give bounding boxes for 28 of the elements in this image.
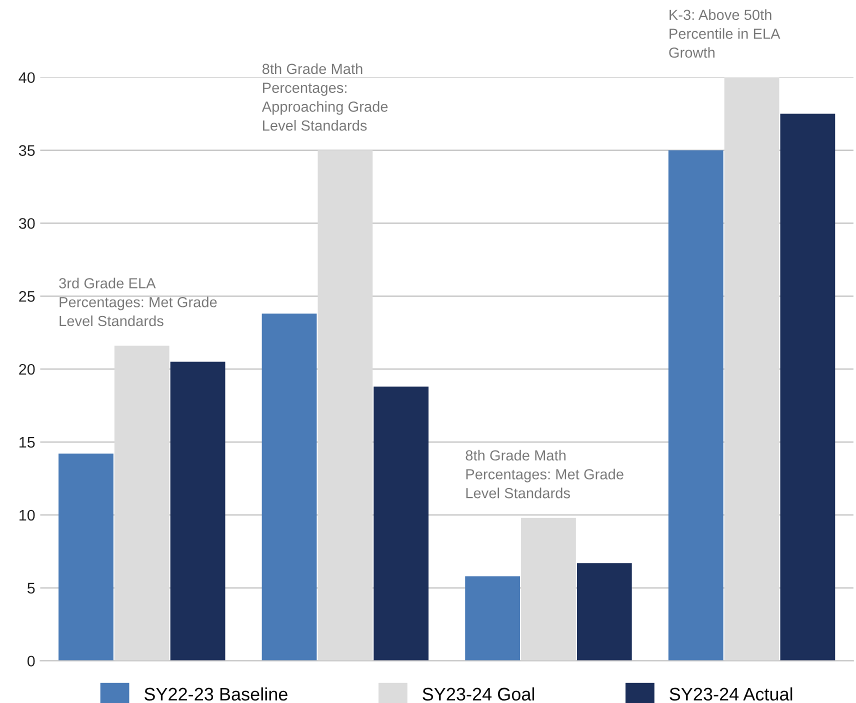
bar — [58, 454, 114, 661]
bar — [262, 314, 317, 661]
annotation: 8th Grade Math Percentages: Approaching Grade Level Standards — [262, 63, 388, 131]
bar — [576, 563, 632, 661]
text: K-3: Above 50th Percentile in ELA Growth — [669, 9, 780, 58]
y-tick-label: 5 — [27, 582, 35, 594]
legend-label: SY23-24 Actual — [670, 687, 792, 701]
y-tick-label: 10 — [20, 510, 35, 521]
y-tick-label: 30 — [18, 218, 35, 229]
bar — [318, 150, 373, 661]
bar — [521, 518, 576, 661]
legend-label: SY22-23 Baseline — [144, 687, 288, 701]
y-tick-label: 15 — [20, 437, 35, 448]
annotation: 8th Grade Math Percentages: Met Grade Level Standards — [466, 450, 624, 498]
bar — [780, 114, 836, 661]
y-tick-label: 25 — [19, 291, 35, 302]
y-tick-label: 20 — [19, 364, 35, 375]
bar — [668, 150, 724, 661]
y-tick-label: 35 — [18, 145, 35, 156]
bar — [465, 576, 520, 661]
legend-label: SY23-24 Goal — [422, 687, 534, 701]
annotation: 3rd Grade ELA Percentages: Met Grade Level Standards — [59, 278, 217, 326]
y-tick-label: 40 — [18, 72, 35, 84]
bar — [170, 362, 226, 661]
bar — [114, 346, 170, 661]
bar — [724, 77, 780, 661]
y-tick-label: 0 — [27, 656, 35, 667]
bar — [374, 386, 429, 661]
